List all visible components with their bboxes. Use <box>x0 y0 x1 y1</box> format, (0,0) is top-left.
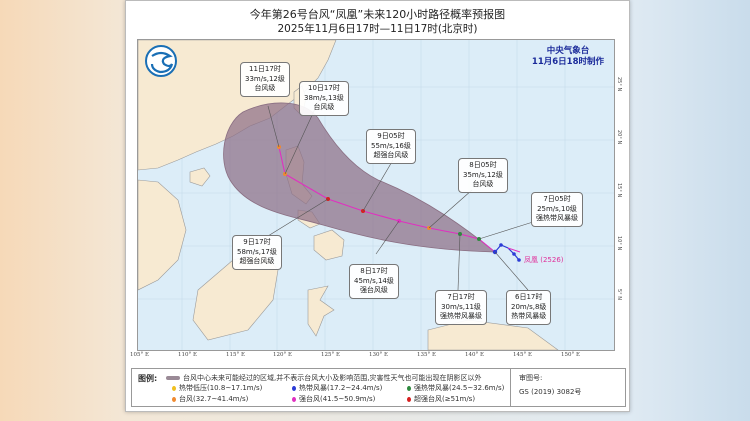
lat-tick: 20° N <box>616 130 622 145</box>
legend-super-ty: 超强台风(≥51m/s) <box>407 394 475 404</box>
dot-icon <box>292 385 296 391</box>
typhoon-track-map: 中央气象台 11月6日18时制作 11日17时 33m/s,12级 台风级 10日1… <box>137 39 615 351</box>
lon-tick: 110° E <box>178 352 198 358</box>
review-number: 审图号: GS (2019) 3082号 <box>510 369 581 406</box>
legend-ty: 台风(32.7~41.4m/s) <box>172 394 248 404</box>
label-8d05: 8日05时 35m/s,12级 台风级 <box>458 158 508 193</box>
label-10d17: 10日17时 38m/s,13级 台风级 <box>299 81 349 116</box>
past-track-tail <box>507 247 521 253</box>
lon-tick: 120° E <box>273 352 293 358</box>
map-subtitle: 2025年11月6日17时—11日17时(北京时) <box>277 23 478 35</box>
legend: 图例: 台风中心未来可能经过的区域,并不表示台风大小及影响范围,灾害性天气也可能… <box>131 368 626 407</box>
lon-tick: 140° E <box>465 352 485 358</box>
label-9d05: 9日05时 55m/s,16级 超强台风级 <box>366 129 416 164</box>
made-time: 11月6日18时制作 <box>531 57 604 67</box>
dot-icon <box>292 396 296 402</box>
lat-tick: 15° N <box>616 183 622 198</box>
past-track <box>494 244 520 261</box>
map-title: 今年第26号台风“凤凰”未来120小时路径概率预报图 <box>249 8 506 21</box>
legend-sts: 强热带风暴(24.5~32.6m/s) <box>407 383 504 393</box>
mindanao <box>313 229 345 261</box>
label-6d17: 6日17时 20m/s,8级 热带风暴级 <box>506 290 552 325</box>
label-8d17: 8日17时 45m/s,14级 强台风级 <box>349 264 399 299</box>
cma-logo-icon <box>145 45 177 77</box>
label-7d05: 7日05时 25m/s,10级 强热带风暴级 <box>531 192 583 227</box>
lon-tick: 115° E <box>226 352 246 358</box>
dot-icon <box>407 385 411 391</box>
legend-td: 热带低压(10.8~17.1m/s) <box>172 383 262 393</box>
legend-cone: 台风中心未来可能经过的区域,并不表示台风大小及影响范围,灾害性天气也可能出现在阴… <box>166 373 481 383</box>
lat-tick: 25° N <box>616 77 622 92</box>
point-past <box>512 252 516 256</box>
lat-tick: 10° N <box>616 236 622 251</box>
indochina <box>138 179 187 291</box>
lon-tick: 125° E <box>321 352 341 358</box>
point-past <box>499 243 503 247</box>
dot-icon <box>172 385 176 391</box>
dot-icon <box>172 396 176 402</box>
agency-name: 中央气象台 <box>546 46 590 56</box>
lon-tick: 150° E <box>561 352 581 358</box>
label-7d17: 7日17时 30m/s,11级 强热带风暴级 <box>435 290 487 325</box>
cone-swatch-icon <box>166 376 180 380</box>
lon-tick: 105° E <box>130 352 150 358</box>
dot-icon <box>407 396 411 402</box>
legend-ts: 热带风暴(17.2~24.4m/s) <box>292 383 382 393</box>
legend-sty: 强台风(41.5~50.9m/s) <box>292 394 375 404</box>
lon-tick: 145° E <box>513 352 533 358</box>
forecast-card: 今年第26号台风“凤凰”未来120小时路径概率预报图 2025年11月6日17时… <box>125 0 630 412</box>
sulawesi <box>307 285 335 337</box>
lon-tick: 130° E <box>369 352 389 358</box>
agency-stamp: 中央气象台 11月6日18时制作 <box>532 46 604 68</box>
storm-name-label: 凤凰 (2526) <box>524 256 564 264</box>
label-9d17: 9日17时 58m/s,17级 超强台风级 <box>232 235 282 270</box>
new-guinea <box>427 319 559 350</box>
legend-heading: 图例: <box>138 374 158 383</box>
probability-cone <box>223 102 497 253</box>
lat-tick: 5° N <box>616 289 622 301</box>
hainan-island <box>189 167 211 187</box>
lon-tick: 135° E <box>417 352 437 358</box>
label-11d17: 11日17时 33m/s,12级 台风级 <box>240 62 290 97</box>
point-past <box>517 258 521 262</box>
